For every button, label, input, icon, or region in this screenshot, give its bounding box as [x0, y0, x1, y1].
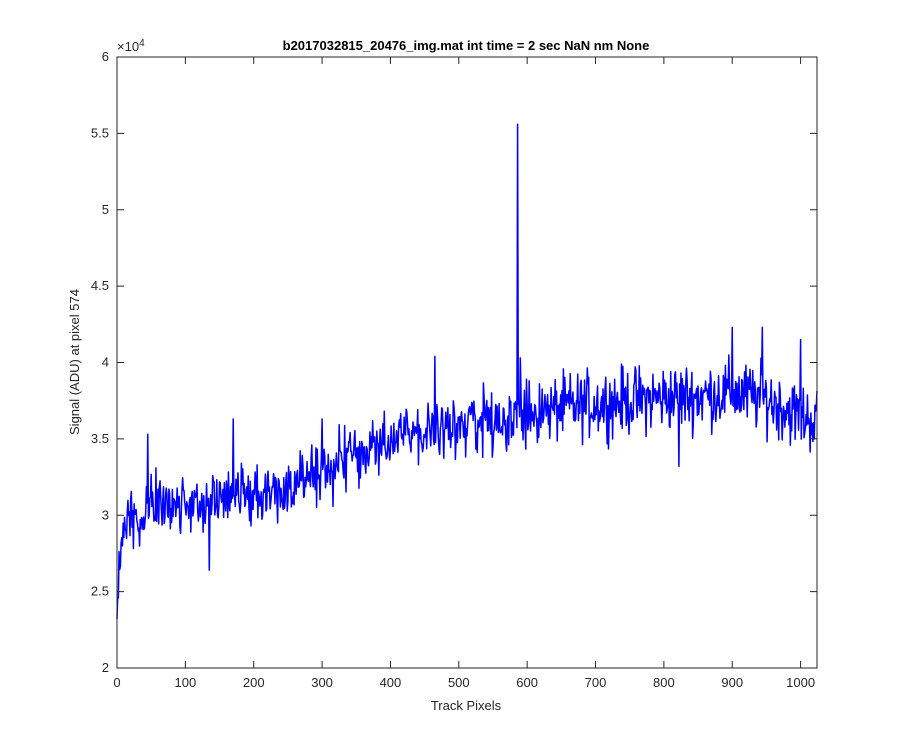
chart-title: b2017032815_20476_img.mat int time = 2 s…: [283, 38, 650, 53]
x-tick-label: 800: [653, 675, 675, 690]
y-exponent-base: ×10: [117, 39, 139, 54]
x-axis: 0 100 200 300 400 500 600 700 800 900 1000: [113, 57, 815, 690]
x-tick-label: 300: [311, 675, 333, 690]
x-tick-label: 0: [113, 675, 120, 690]
y-exponent-label: ×104: [117, 38, 145, 54]
plot-area: [117, 57, 817, 668]
x-tick-label: 600: [516, 675, 538, 690]
y-axis-label: Signal (ADU) at pixel 574: [67, 289, 82, 435]
y-tick-label: 3: [102, 507, 109, 522]
x-tick-label: 500: [448, 675, 470, 690]
x-tick-label: 900: [721, 675, 743, 690]
y-axis: 2 2.5 3 3.5 4 4.5 5 5.5 6: [91, 49, 817, 675]
series-layer: [116, 123, 818, 620]
y-tick-label: 4.5: [91, 278, 109, 293]
x-tick-label: 400: [380, 675, 402, 690]
y-tick-label: 2: [102, 660, 109, 675]
x-tick-label: 700: [585, 675, 607, 690]
y-tick-label: 5: [102, 202, 109, 217]
y-tick-label: 5.5: [91, 125, 109, 140]
y-tick-label: 6: [102, 49, 109, 64]
signal-series-line: [116, 123, 818, 620]
y-tick-label: 2.5: [91, 584, 109, 599]
y-exponent-power: 4: [139, 38, 145, 49]
x-axis-label: Track Pixels: [431, 698, 502, 713]
y-tick-label: 3.5: [91, 431, 109, 446]
x-tick-label: 100: [175, 675, 197, 690]
x-tick-label: 1000: [786, 675, 815, 690]
y-tick-label: 4: [102, 355, 109, 370]
x-tick-label: 200: [243, 675, 265, 690]
